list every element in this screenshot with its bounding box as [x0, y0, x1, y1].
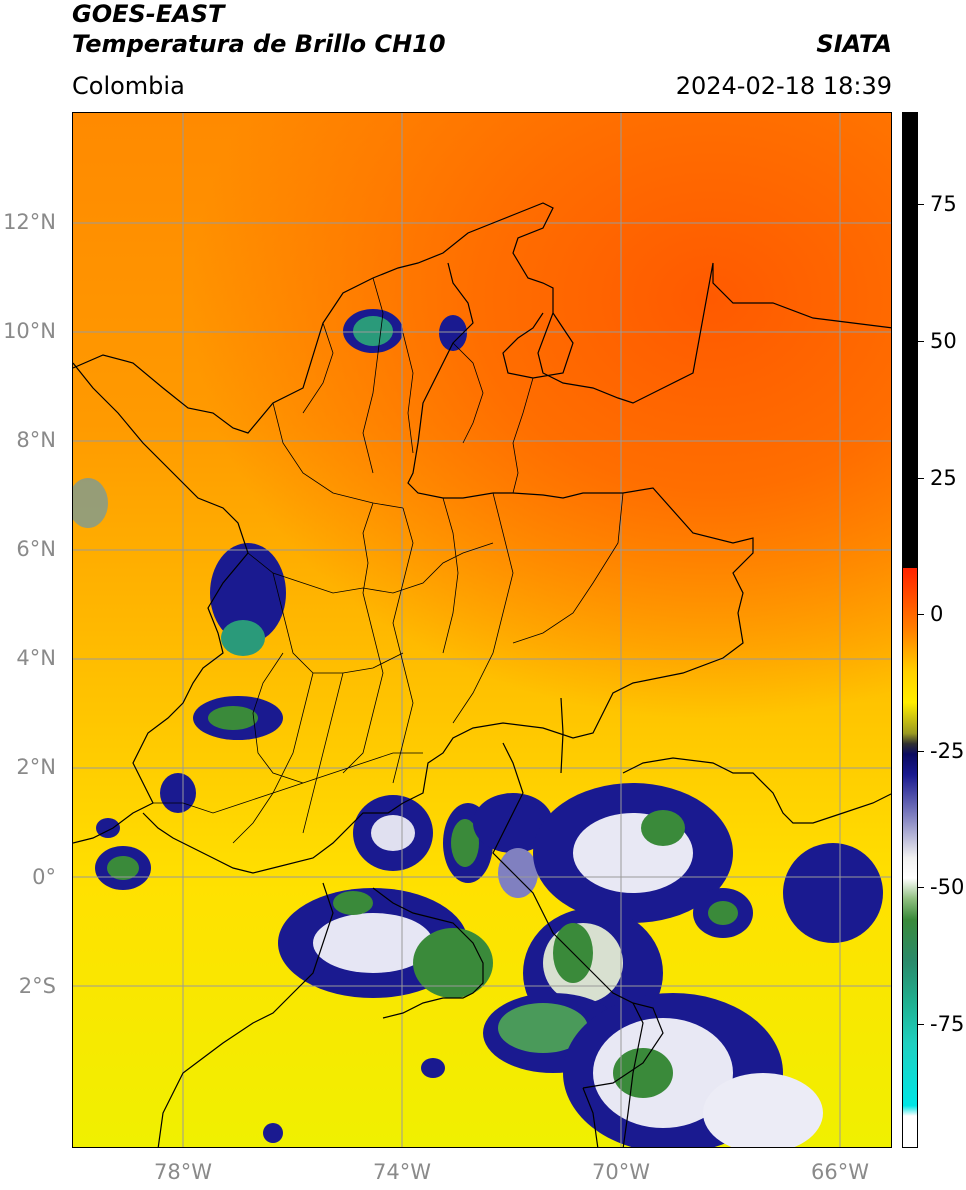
lat-label-6n: 6°N [16, 537, 56, 561]
colorbar [902, 112, 918, 1148]
colorbar-label-50: 50 [930, 329, 957, 353]
colorbar-label-75: 75 [930, 192, 957, 216]
colorbar-tick [918, 751, 924, 752]
lon-label-78w: 78°W [154, 1160, 212, 1184]
datetime-label: 2024-02-18 18:39 [675, 72, 892, 100]
title-satellite: GOES-EAST [72, 0, 225, 28]
lat-label-2s: 2°S [18, 974, 56, 998]
colorbar-label-neg50: -50 [930, 875, 965, 899]
lon-label-74w: 74°W [373, 1160, 431, 1184]
cloud-clusters [73, 309, 883, 1147]
borders [73, 202, 891, 1147]
colorbar-tick [918, 887, 924, 888]
lat-label-2n: 2°N [16, 755, 56, 779]
satellite-map [72, 112, 892, 1148]
colorbar-tick [918, 614, 924, 615]
org-label: SIATA [816, 30, 892, 58]
lon-label-70w: 70°W [592, 1160, 650, 1184]
department-lines [153, 277, 624, 844]
colorbar-label-25: 25 [930, 466, 957, 490]
title-product: Temperatura de Brillo CH10 [72, 30, 446, 58]
lat-label-12n: 12°N [3, 210, 56, 234]
lon-label-66w: 66°W [811, 1160, 869, 1184]
lat-label-0: 0° [32, 865, 56, 889]
colorbar-tick [918, 204, 924, 205]
lat-label-8n: 8°N [16, 428, 56, 452]
colorbar-tick [918, 341, 924, 342]
colorbar-label-neg75: -75 [930, 1012, 965, 1036]
map-layers [73, 113, 891, 1147]
colorbar-label-neg25: -25 [930, 739, 965, 763]
lat-label-10n: 10°N [3, 319, 56, 343]
lat-label-4n: 4°N [16, 646, 56, 670]
colorbar-label-0: 0 [930, 602, 944, 626]
graticule [73, 113, 891, 1147]
region-label: Colombia [72, 72, 185, 100]
colorbar-tick [918, 1024, 924, 1025]
colorbar-tick [918, 478, 924, 479]
